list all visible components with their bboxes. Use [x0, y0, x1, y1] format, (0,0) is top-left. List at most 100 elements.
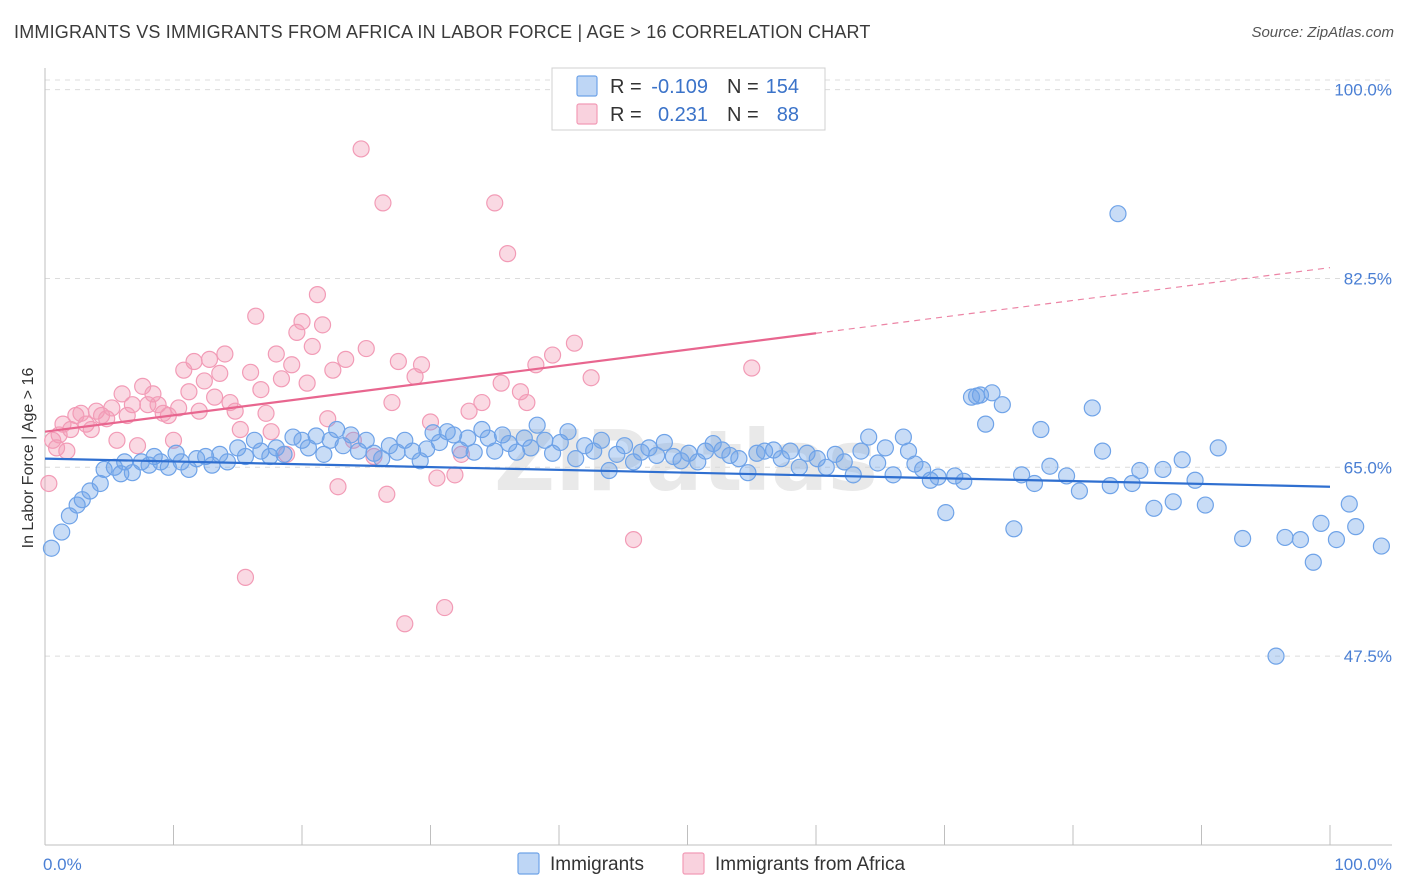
- africa-point-40: [236, 568, 255, 586]
- legend-r-value-immigrants: -0.109: [651, 76, 708, 98]
- africa-point-43: [252, 380, 270, 399]
- y-tick-label-2: 82.5%: [1344, 269, 1392, 288]
- legend-swatch-africa: [576, 103, 598, 125]
- immigrants-point-124: [993, 396, 1011, 414]
- africa-point-5: [58, 442, 76, 460]
- y-axis-label: In Labor Force | Age > 16: [20, 368, 37, 549]
- africa-point-80: [499, 245, 517, 263]
- immigrants-point-32: [284, 428, 302, 446]
- africa-point-23: [149, 396, 167, 414]
- africa-point-10: [82, 420, 100, 439]
- legend-n-value-africa: 88: [777, 104, 799, 126]
- immigrants-point-132: [1083, 399, 1101, 417]
- africa-point-36: [216, 345, 234, 363]
- immigrants-point-90: [721, 446, 739, 465]
- immigrants-point-61: [493, 426, 512, 444]
- immigrants-point-98: [790, 458, 808, 476]
- africa-point-39: [231, 420, 249, 439]
- y-tick-label-1: 65.0%: [1344, 458, 1392, 477]
- africa-point-30: [185, 352, 203, 371]
- africa-point-70: [412, 356, 431, 374]
- immigrants-point-92: [739, 464, 757, 482]
- immigrants-point-122: [977, 415, 995, 433]
- africa-point-33: [200, 350, 219, 368]
- immigrants-point-7: [95, 460, 113, 479]
- immigrants-point-6: [91, 474, 109, 493]
- africa-point-71: [421, 413, 440, 431]
- africa-point-79: [492, 374, 510, 392]
- legend-n-value-immigrants: 154: [766, 76, 799, 98]
- source-label: Source: ZipAtlas.com: [1251, 24, 1394, 41]
- immigrants-point-147: [1276, 528, 1294, 547]
- x-tick-label-1: 100.0%: [1334, 855, 1392, 874]
- africa-point-50: [288, 323, 306, 341]
- africa-point-62: [357, 339, 375, 358]
- africa-point-72: [428, 469, 446, 487]
- africa-point-26: [164, 431, 183, 449]
- legend-n-label-2: N =: [727, 104, 759, 126]
- trend-lines: [44, 267, 1331, 488]
- y-tick-label-0: 47.5%: [1344, 647, 1392, 666]
- africa-point-46: [267, 345, 285, 363]
- immigrants-point-82: [655, 433, 673, 452]
- series-africa-points: [40, 140, 761, 633]
- immigrants-point-97: [781, 442, 799, 460]
- immigrants-point-56: [459, 429, 477, 447]
- immigrants-point-141: [1173, 451, 1191, 469]
- africa-point-67: [389, 352, 407, 371]
- africa-point-82: [518, 393, 536, 412]
- africa-trend-line-solid: [44, 332, 817, 433]
- immigrants-point-40: [342, 426, 360, 444]
- immigrants-point-133: [1093, 442, 1112, 460]
- africa-point-45: [262, 423, 280, 441]
- immigrants-point-100: [808, 450, 826, 468]
- africa-point-47: [272, 370, 291, 388]
- immigrants-point-1: [53, 523, 71, 541]
- africa-point-44: [257, 404, 275, 422]
- immigrants-point-143: [1196, 496, 1214, 514]
- chart-title: IMMIGRANTS VS IMMIGRANTS FROM AFRICA IN …: [14, 22, 871, 42]
- bottom-legend-swatch-africa: [682, 852, 705, 875]
- y-tick-label-3: 100.0%: [1334, 81, 1392, 100]
- immigrants-point-144: [1209, 439, 1227, 457]
- immigrants-point-34: [299, 439, 318, 457]
- immigrants-point-123: [983, 384, 1001, 402]
- africa-point-57: [324, 361, 342, 379]
- immigrants-point-91: [730, 450, 748, 468]
- africa-point-81: [511, 383, 530, 401]
- immigrants-point-51: [424, 424, 442, 442]
- africa-point-77: [473, 393, 491, 412]
- immigrants-point-137: [1131, 461, 1149, 480]
- immigrants-point-21: [197, 447, 215, 466]
- africa-point-51: [293, 313, 311, 331]
- bottom-legend-swatch-immigrants: [517, 852, 540, 875]
- y-tick-labels: 47.5% 65.0% 82.5% 100.0%: [1334, 81, 1392, 667]
- immigrants-point-149: [1304, 553, 1322, 571]
- africa-point-85: [565, 334, 584, 352]
- immigrants-point-148: [1291, 530, 1310, 549]
- immigrants-point-60: [486, 442, 504, 460]
- africa-point-58: [329, 478, 347, 496]
- immigrants-point-139: [1154, 460, 1172, 479]
- africa-point-27: [170, 399, 188, 417]
- africa-point-87: [624, 530, 643, 549]
- immigrants-point-117: [946, 467, 964, 485]
- africa-point-53: [303, 337, 321, 356]
- immigrants-point-153: [1347, 518, 1365, 536]
- immigrants-point-145: [1234, 529, 1252, 548]
- immigrants-point-31: [275, 445, 293, 463]
- immigrants-point-127: [1025, 474, 1044, 493]
- immigrants-point-116: [937, 504, 955, 522]
- africa-point-0: [40, 474, 58, 493]
- legend-r-label-1: R =: [610, 76, 642, 98]
- africa-point-55: [313, 316, 332, 334]
- immigrants-point-66: [528, 416, 546, 434]
- immigrants-point-150: [1312, 514, 1330, 533]
- immigrants-point-57: [465, 443, 483, 461]
- immigrants-point-131: [1070, 482, 1089, 500]
- immigrants-point-94: [755, 442, 774, 460]
- africa-point-68: [396, 615, 414, 633]
- immigrants-point-54: [445, 426, 463, 444]
- immigrants-point-152: [1340, 495, 1358, 513]
